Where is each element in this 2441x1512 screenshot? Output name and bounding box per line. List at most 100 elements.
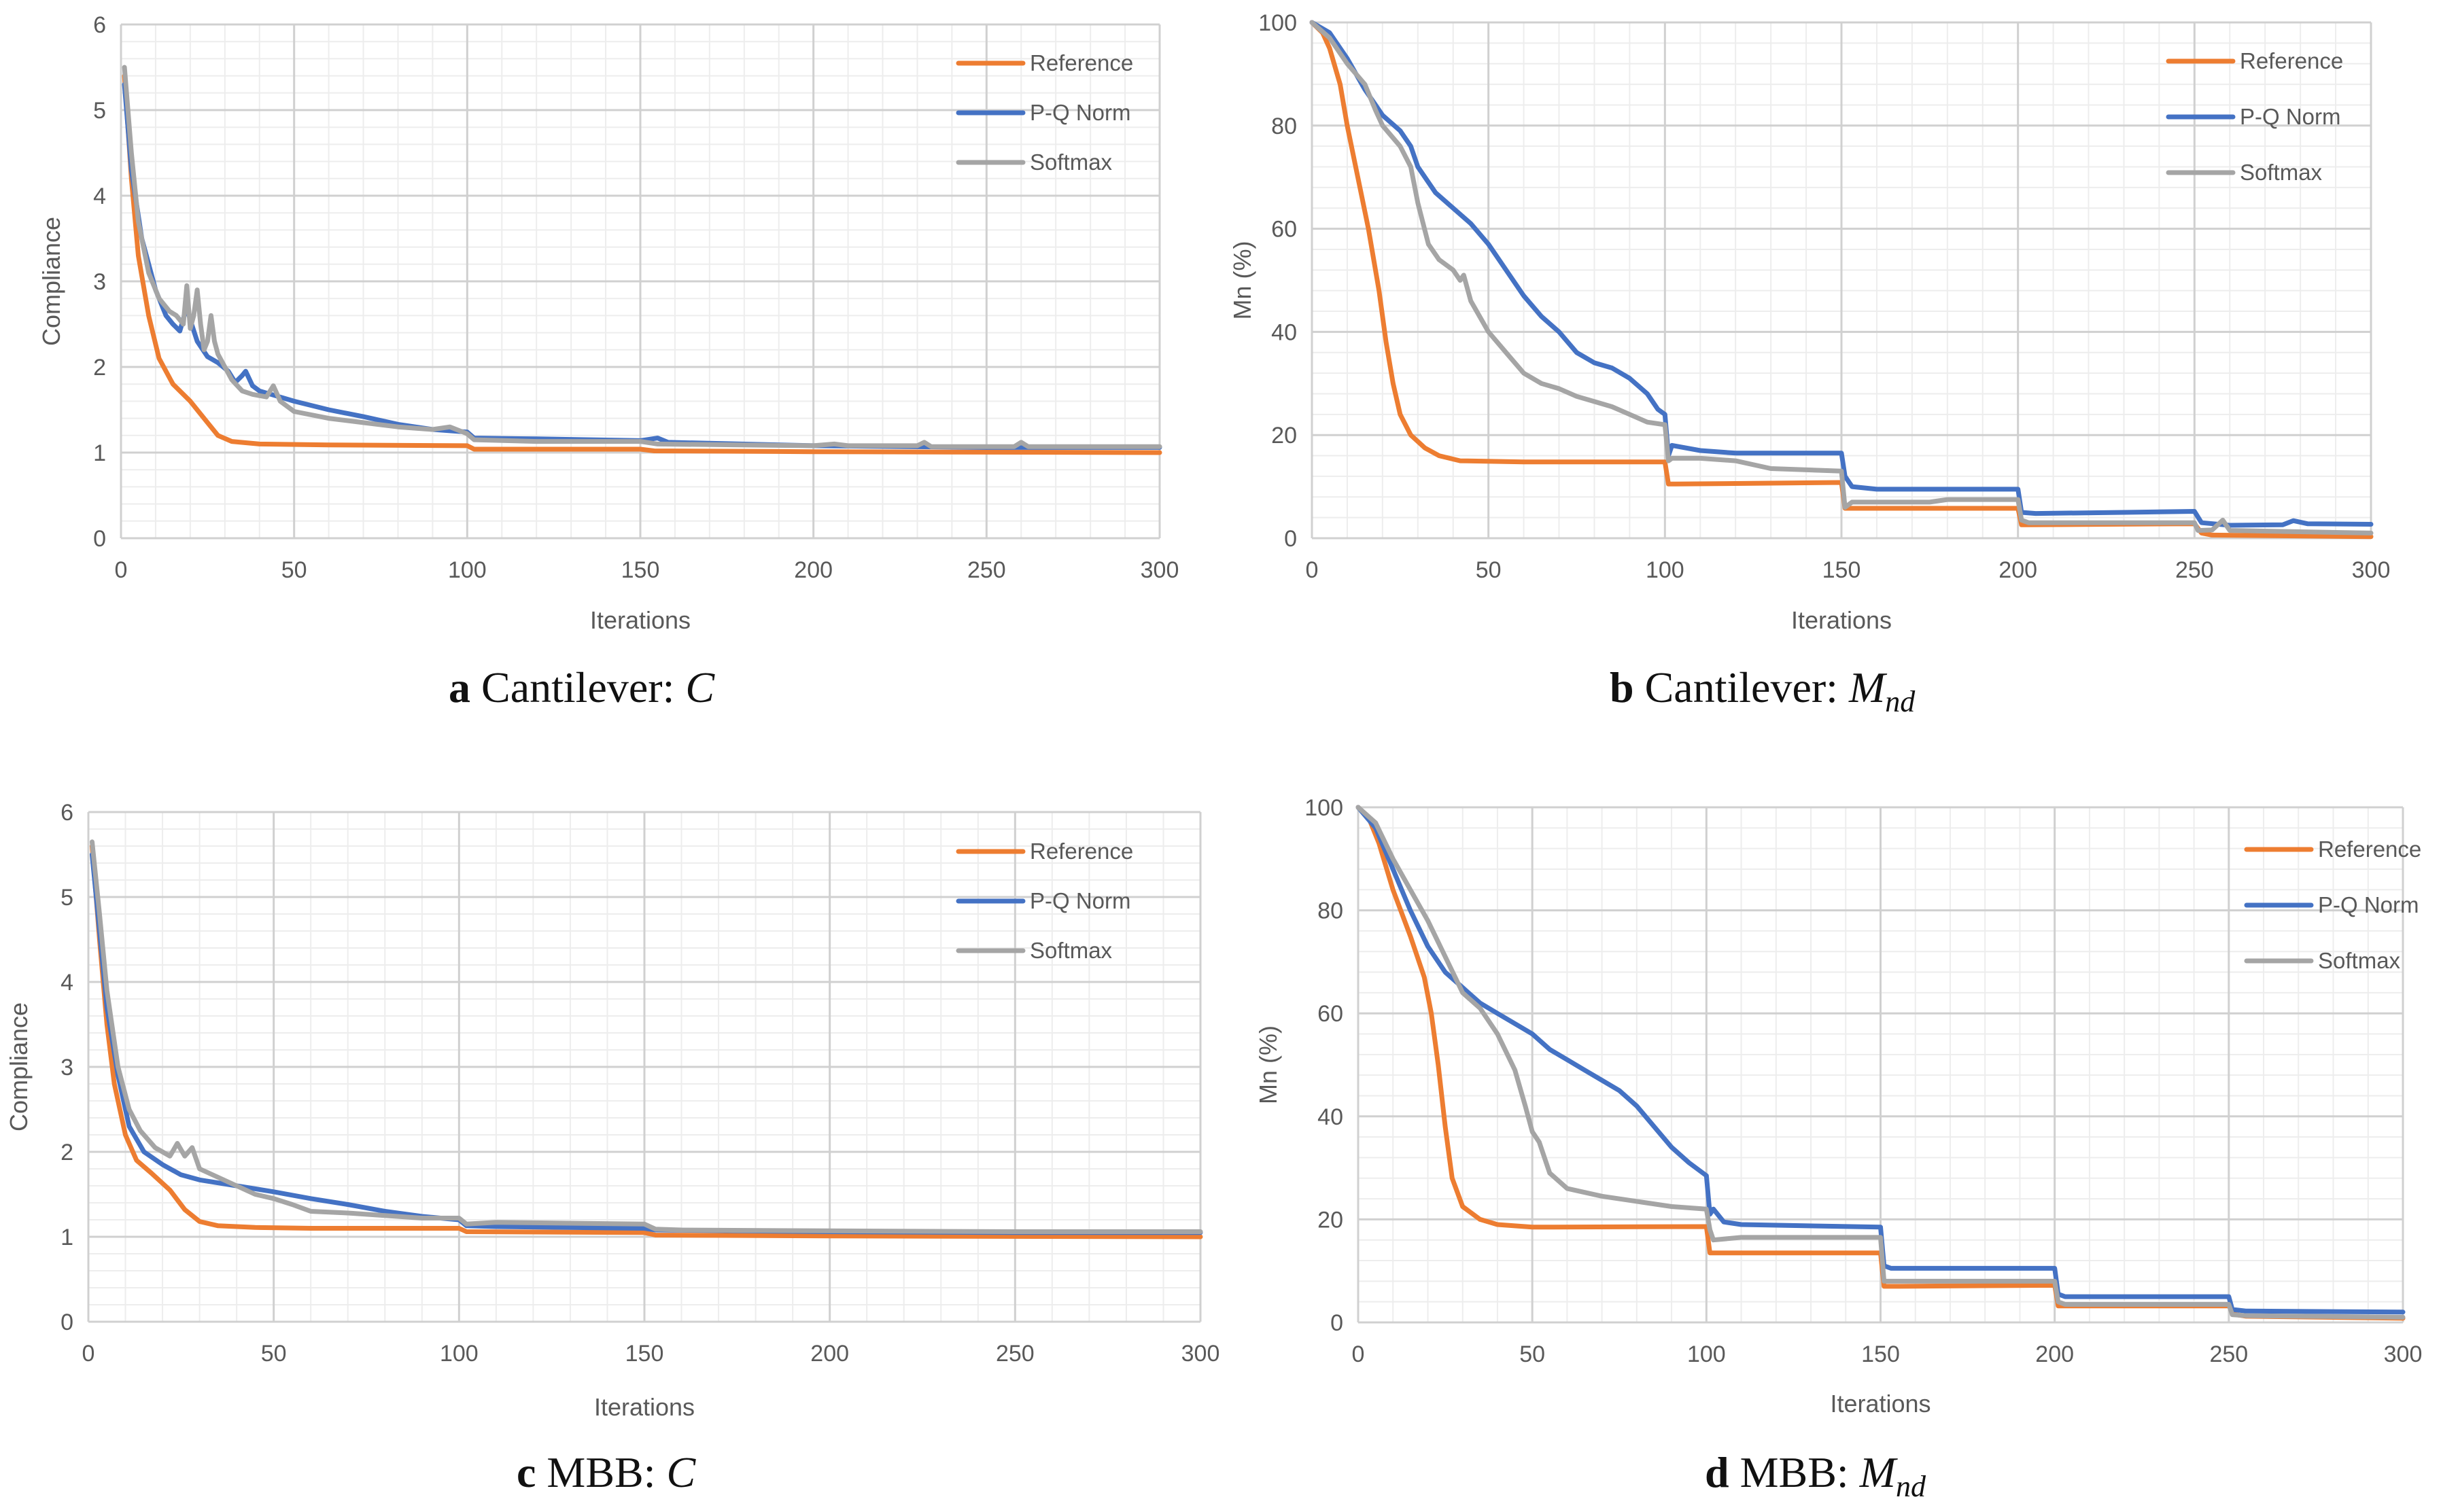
y-tick-label: 60 [1271, 217, 1297, 243]
caption-text: MBB: [547, 1448, 656, 1496]
caption-letter: c [517, 1448, 536, 1496]
caption-letter: d [1705, 1448, 1729, 1496]
x-tick-label: 0 [1306, 557, 1319, 583]
x-axis-label: Iterations [594, 1393, 695, 1421]
y-tick-label: 1 [60, 1225, 73, 1250]
series-line-reference [122, 73, 1162, 455]
caption-subscript: nd [1895, 1470, 1926, 1503]
y-tick-label: 2 [93, 355, 106, 381]
y-tick-label: 0 [1284, 526, 1297, 552]
x-tick-label: 300 [1181, 1341, 1220, 1367]
series-line-reference [90, 843, 1203, 1240]
legend-label: P-Q Norm [2318, 892, 2419, 917]
caption-symbol: C [666, 1448, 696, 1496]
x-tick-label: 100 [1646, 557, 1684, 583]
x-axis-label: Iterations [590, 606, 691, 634]
x-tick-label: 0 [82, 1341, 95, 1367]
caption-subscript: nd [1885, 685, 1916, 718]
y-tick-label: 0 [93, 526, 106, 552]
legend: Reference P-Q Norm Softmax [956, 50, 1133, 175]
series-line-p-q-norm [122, 82, 1162, 450]
y-tick-label: 1 [93, 440, 106, 466]
x-tick-label: 50 [261, 1341, 287, 1367]
caption-text: Cantilever: [1644, 663, 1838, 711]
caption-a: a Cantilever: C [449, 663, 714, 713]
x-tick-label: 300 [2352, 557, 2391, 583]
x-tick-label: 50 [1519, 1341, 1545, 1367]
caption-c: c MBB: C [517, 1447, 695, 1498]
x-tick-label: 300 [2384, 1341, 2423, 1367]
y-tick-label: 5 [60, 885, 73, 911]
y-tick-label: 3 [93, 269, 106, 295]
legend-label: P-Q Norm [1030, 888, 1131, 913]
grid [87, 811, 1202, 1323]
y-tick-label: 20 [1271, 423, 1297, 449]
legend-label: Reference [2318, 837, 2421, 862]
caption-text: Cantilever: [481, 663, 675, 711]
caption-letter: a [449, 663, 470, 711]
chart-b: 0 50 100 150 200 250 300 0 20 40 60 80 100 Iterations… [1228, 10, 2390, 634]
series-line-softmax [90, 839, 1203, 1234]
x-axis-label: Iterations [1791, 606, 1892, 634]
caption-b: b Cantilever: Mnd [1610, 663, 1915, 718]
x-tick-label: 200 [2035, 1341, 2074, 1367]
y-tick-label: 5 [93, 98, 106, 124]
legend-label: P-Q Norm [1030, 100, 1131, 125]
y-tick-label: 4 [93, 183, 106, 209]
chart-d: 0 50 100 150 200 250 300 0 20 40 60 80 100 Iterations… [1254, 795, 2422, 1418]
y-tick-label: 20 [1317, 1207, 1343, 1233]
legend-label: Reference [1030, 50, 1133, 75]
x-tick-label: 250 [967, 557, 1006, 583]
caption-text: MBB: [1739, 1448, 1849, 1496]
x-tick-label: 150 [1822, 557, 1861, 583]
legend-label: Softmax [1030, 938, 1113, 963]
legend-label: Softmax [1030, 150, 1113, 175]
y-tick-label: 0 [1330, 1310, 1343, 1336]
x-tick-label: 250 [2209, 1341, 2248, 1367]
caption-letter: b [1610, 663, 1634, 711]
series-line-softmax [1355, 805, 2406, 1320]
y-tick-label: 6 [93, 12, 106, 38]
y-axis-label: Mn (%) [1254, 1025, 1282, 1104]
legend-label: Softmax [2318, 948, 2401, 973]
y-tick-label: 40 [1317, 1104, 1343, 1130]
y-axis-label: Compliance [5, 1002, 33, 1131]
x-tick-label: 100 [1687, 1341, 1726, 1367]
x-tick-label: 200 [794, 557, 833, 583]
legend-label: P-Q Norm [2240, 104, 2341, 129]
y-tick-label: 4 [60, 970, 73, 996]
series-line-reference [1309, 20, 2374, 540]
y-tick-label: 40 [1271, 319, 1297, 345]
chart-c: 0 50 100 150 200 250 300 0 1 2 3 4 5 6 Iterations Compl… [5, 800, 1219, 1421]
caption-symbol: M [1848, 663, 1886, 711]
y-tick-label: 2 [60, 1140, 73, 1165]
y-tick-label: 100 [1304, 795, 1343, 821]
x-tick-label: 0 [1352, 1341, 1365, 1367]
x-tick-label: 100 [440, 1341, 479, 1367]
x-tick-label: 200 [810, 1341, 849, 1367]
x-tick-label: 300 [1141, 557, 1179, 583]
legend-label: Softmax [2240, 160, 2323, 185]
y-tick-label: 3 [60, 1055, 73, 1080]
y-tick-label: 80 [1317, 898, 1343, 924]
caption-symbol: M [1859, 1448, 1896, 1496]
x-tick-label: 200 [1998, 557, 2037, 583]
caption-d: d MBB: Mnd [1705, 1447, 1926, 1503]
legend: Reference P-Q Norm Softmax [2244, 837, 2421, 973]
caption-symbol: C [685, 663, 715, 711]
y-tick-label: 80 [1271, 113, 1297, 139]
legend: Reference P-Q Norm Softmax [956, 839, 1133, 963]
x-tick-label: 150 [1861, 1341, 1900, 1367]
x-tick-label: 250 [996, 1341, 1035, 1367]
y-tick-label: 60 [1317, 1001, 1343, 1027]
legend-label: Reference [2240, 48, 2343, 73]
series-line-softmax [122, 65, 1162, 449]
y-tick-label: 0 [60, 1309, 73, 1335]
chart-a: 0 50 100 150 200 250 300 0 1 2 3 4 5 6 Iterations Compl… [37, 12, 1179, 634]
grid [120, 23, 1161, 540]
x-tick-label: 150 [621, 557, 660, 583]
series-line-p-q-norm [1309, 20, 2374, 528]
y-tick-label: 6 [60, 800, 73, 826]
y-axis-label: Mn (%) [1228, 241, 1256, 320]
